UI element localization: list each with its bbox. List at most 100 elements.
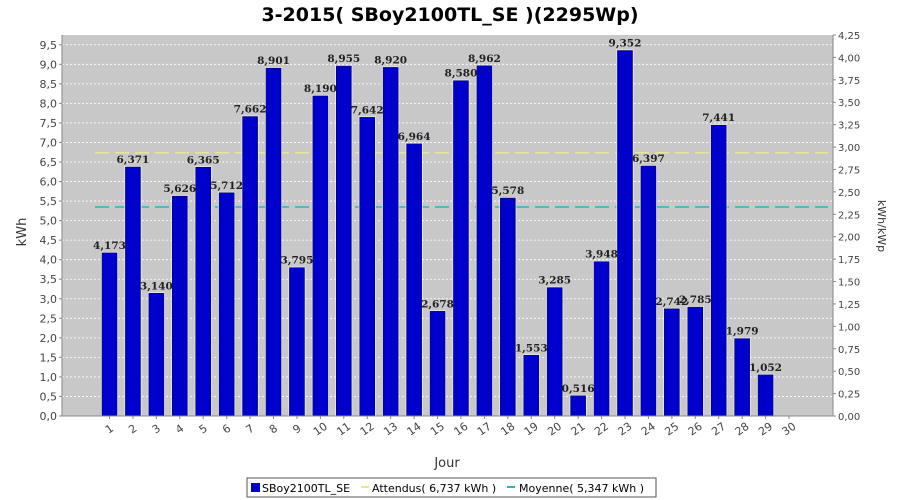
- bar-value-label: 4,173: [93, 240, 126, 252]
- bar: [546, 287, 563, 417]
- bar-value-label: 7,662: [234, 104, 267, 116]
- y-right-tick-label: 1,00: [838, 322, 860, 333]
- x-tick-label: 6: [220, 422, 233, 437]
- bar-value-label: 5,578: [491, 185, 524, 197]
- y-right-tick-label: 4,25: [838, 31, 860, 42]
- y-tick-label: 2,0: [40, 332, 58, 345]
- y-tick-label: 9,5: [40, 39, 58, 52]
- bar-value-label: 2,785: [679, 294, 712, 306]
- legend-label-moyenne: Moyenne( 5,347 kWh ): [519, 482, 644, 495]
- x-tick-label: 30: [780, 420, 799, 439]
- bar: [476, 65, 493, 417]
- y-tick-label: 1,0: [40, 371, 58, 384]
- y-tick-label: 6,0: [40, 176, 58, 189]
- x-tick-label: 5: [197, 422, 210, 437]
- bar-value-label: 7,441: [702, 112, 735, 124]
- x-tick-label: 27: [709, 420, 728, 439]
- x-tick-label: 26: [686, 420, 705, 439]
- bar-value-label: 6,371: [116, 154, 149, 166]
- bar: [500, 197, 516, 417]
- bar-value-label: 3,140: [140, 280, 173, 292]
- y-right-tick-label: 3,50: [838, 98, 860, 109]
- bar-value-label: 8,920: [374, 54, 407, 66]
- legend-label-bars: SBoy2100TL_SE: [262, 482, 350, 495]
- bar-value-label: 1,979: [726, 326, 759, 338]
- x-tick-label: 18: [498, 420, 517, 439]
- y-right-tick-label: 1,50: [838, 278, 860, 289]
- y-tick-label: 5,0: [40, 215, 58, 228]
- bar-value-label: 8,580: [445, 68, 478, 80]
- x-tick-label: 19: [522, 420, 541, 439]
- y-right-tick-label: 3,25: [838, 121, 860, 132]
- bar-value-label: 6,365: [187, 154, 220, 166]
- x-tick-label: 4: [173, 422, 186, 437]
- bar-value-label: 8,962: [468, 53, 501, 65]
- bar-value-label: 3,285: [538, 275, 571, 287]
- bar: [101, 252, 118, 417]
- bar-value-label: 2,742: [655, 296, 688, 308]
- bar-value-label: 0,516: [562, 383, 595, 395]
- x-tick-label: 25: [662, 420, 681, 439]
- bar-value-label: 6,964: [398, 131, 431, 143]
- y-tick-label: 6,5: [40, 156, 58, 169]
- y-tick-label: 2,5: [40, 312, 58, 325]
- y-right-tick-label: 3,00: [838, 143, 860, 154]
- bar-value-label: 3,948: [585, 249, 618, 261]
- bar-value-label: 5,712: [210, 180, 243, 192]
- x-tick-label: 12: [358, 420, 377, 439]
- bar: [148, 292, 165, 417]
- y-right-tick-label: 2,75: [838, 165, 860, 176]
- bar: [453, 80, 469, 417]
- bar: [640, 165, 657, 417]
- bar: [757, 374, 774, 417]
- bar-value-label: 8,955: [327, 53, 360, 65]
- y-axis-right-ticks: 0,00 0,25 0,50 0,75 1,00 1,25 1,50 1,75 2,00 2,25…: [833, 31, 860, 423]
- y-tick-label: 0,5: [40, 390, 58, 403]
- bar: [125, 166, 141, 417]
- y-tick-label: 7,0: [40, 136, 58, 149]
- y-right-tick-label: 0,50: [838, 367, 860, 378]
- y-axis-left-ticks: 0,0 0,5 1,0 1,5 2,0 2,5 3,0 3,5 4,0 4,5 5,0 5,5 6,0 6…: [40, 39, 62, 423]
- y-tick-label: 5,5: [40, 195, 58, 208]
- bar: [710, 124, 727, 417]
- x-tick-label: 8: [267, 422, 280, 437]
- legend-swatch-bars: [251, 483, 260, 492]
- bar-value-label: 7,642: [351, 104, 384, 116]
- bars: [101, 49, 775, 417]
- x-tick-label: 10: [311, 420, 330, 439]
- x-tick-label: 29: [756, 420, 775, 439]
- x-axis-ticks: 1 2 3 4 5 6 7 8 9 10 11 12 13 14 15 16 17 18 19 20 21 22 23 24 2…: [103, 416, 799, 439]
- y-right-tick-label: 0,00: [838, 412, 860, 423]
- y-right-tick-label: 2,50: [838, 188, 860, 199]
- legend-label-attendus: Attendus( 6,737 kWh ): [372, 482, 496, 495]
- x-tick-label: 15: [428, 420, 447, 439]
- bar: [593, 261, 610, 417]
- x-tick-label: 20: [545, 420, 564, 439]
- bar: [382, 67, 399, 417]
- gridlines: [62, 44, 833, 397]
- y-axis-label-right: kWh/kWp: [875, 200, 888, 252]
- x-tick-label: 21: [569, 420, 588, 439]
- x-tick-label: 17: [475, 420, 494, 439]
- bar-value-label: 8,901: [257, 55, 290, 67]
- y-right-tick-label: 1,25: [838, 300, 860, 311]
- bar-value-label: 5,626: [163, 183, 196, 195]
- x-tick-label: 23: [616, 420, 635, 439]
- bar: [265, 67, 282, 417]
- x-tick-label: 11: [334, 420, 353, 439]
- y-right-tick-label: 1,75: [838, 255, 860, 266]
- legend: SBoy2100TL_SE Attendus( 6,737 kWh ) Moye…: [246, 477, 657, 498]
- bar: [218, 192, 235, 417]
- y-right-tick-label: 0,75: [838, 345, 860, 356]
- bar: [289, 267, 305, 417]
- y-tick-label: 7,5: [40, 117, 58, 130]
- x-tick-label: 14: [405, 420, 424, 439]
- y-axis-label-left: kWh: [15, 218, 30, 247]
- x-tick-label: 2: [126, 422, 139, 437]
- y-right-tick-label: 2,25: [838, 210, 860, 221]
- bar-value-label: 1,553: [515, 342, 548, 354]
- y-tick-label: 4,5: [40, 234, 58, 247]
- plot-area: [62, 35, 833, 416]
- bar-value-label: 9,352: [609, 38, 642, 50]
- bar: [429, 311, 446, 417]
